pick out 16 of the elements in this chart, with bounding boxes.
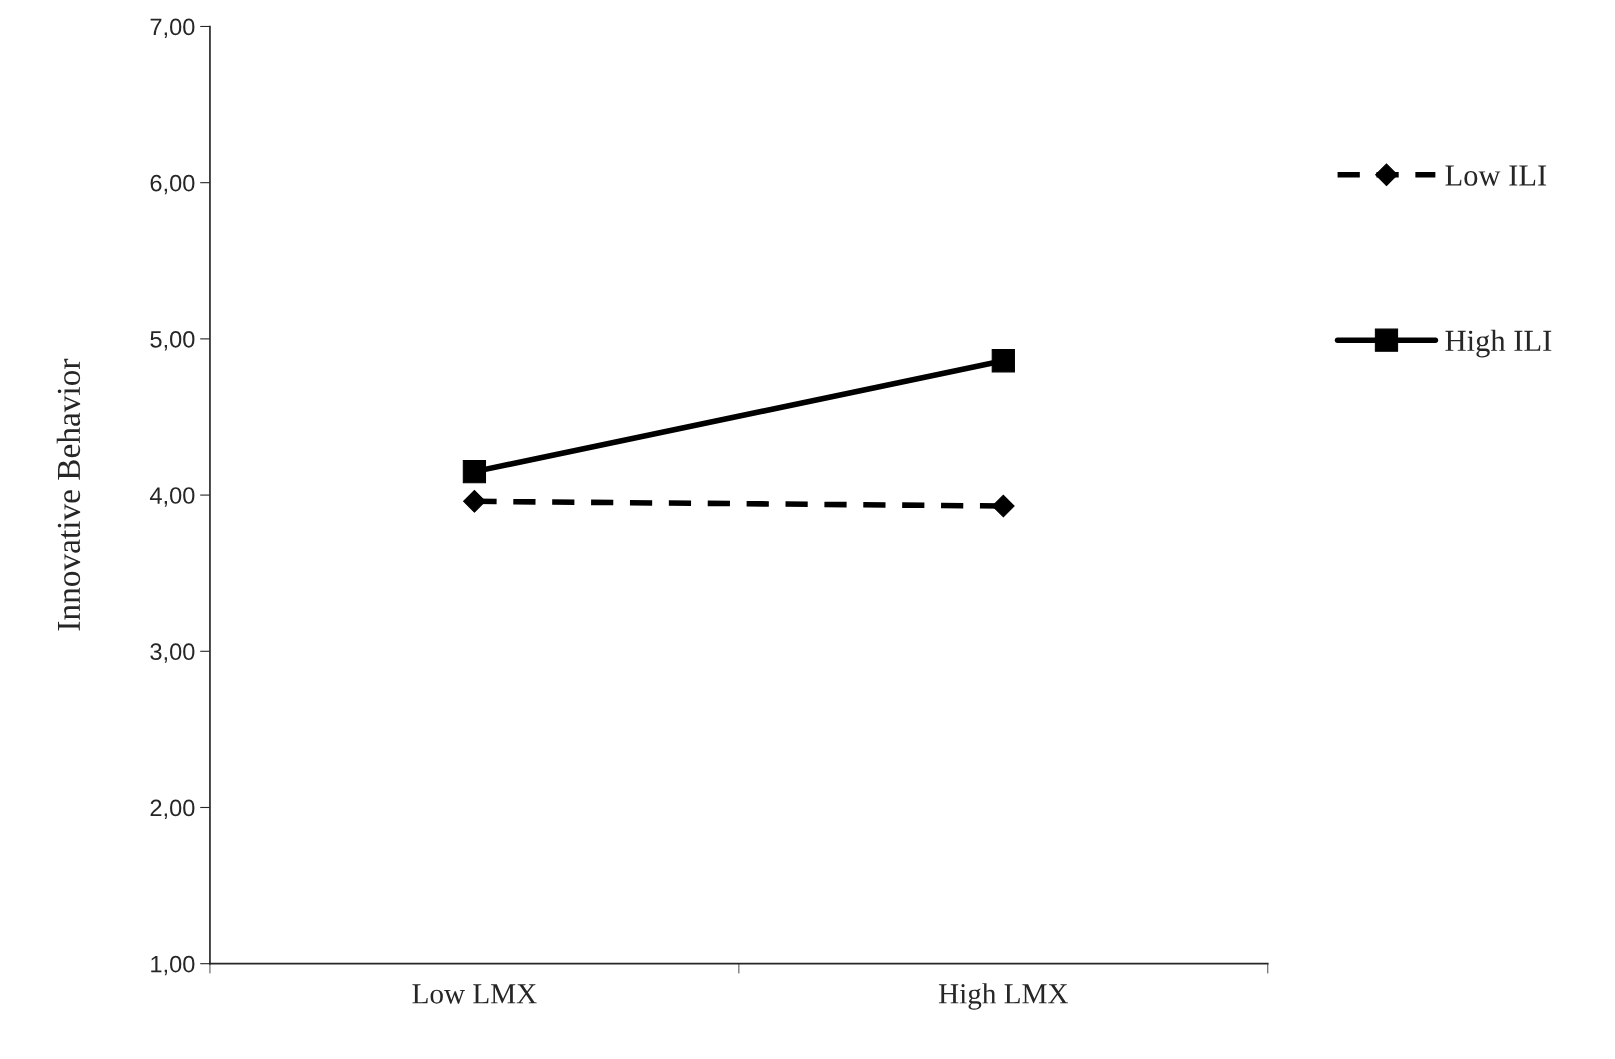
- y-tick-label: 7,00: [150, 18, 195, 39]
- x-tick-label: High LMX: [938, 983, 1069, 1010]
- y-tick-label: 5,00: [150, 330, 195, 351]
- legend-label: Low ILI: [1445, 165, 1547, 186]
- x-tick-label: Low LMX: [412, 984, 537, 1004]
- y-tick-label: 6,00: [150, 174, 195, 195]
- y-tick-label: 1,00: [151, 955, 195, 976]
- point: [462, 460, 487, 484]
- y-tick-label: 4,00: [149, 487, 195, 507]
- y-tick-label: 2,00: [150, 799, 195, 820]
- y-axis-title: Innovative Behavior: [56, 358, 81, 631]
- point: [992, 494, 1015, 518]
- point: [991, 349, 1015, 373]
- y-tick-label: 3,00: [150, 643, 195, 663]
- point: [463, 490, 486, 513]
- legend-label: High ILI: [1445, 329, 1552, 358]
